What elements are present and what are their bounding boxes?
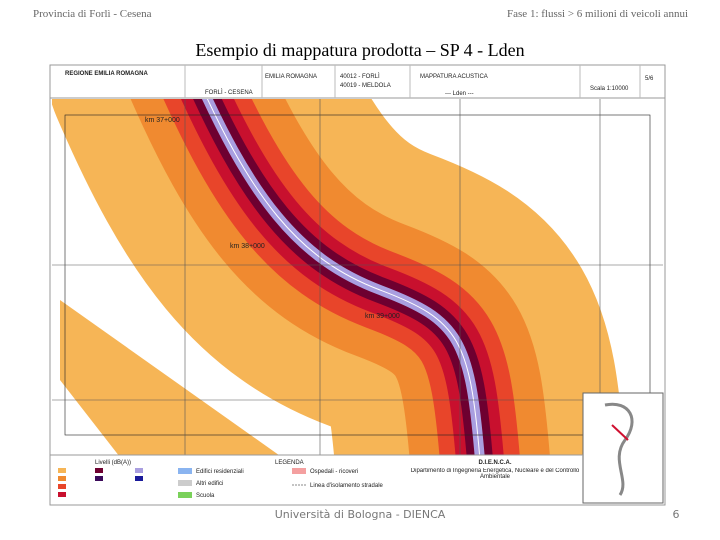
noise-bands — [52, 99, 625, 455]
region: REGIONE EMILIA ROMAGNA — [65, 71, 148, 77]
title-block: REGIONE EMILIA ROMAGNA EMILIA ROMAGNA FO… — [50, 65, 665, 99]
header-left: Provincia di Forlì - Cesena — [33, 8, 152, 20]
legend-item: Ospedali - ricoveri — [310, 469, 358, 475]
province: EMILIA ROMAGNA — [265, 74, 317, 80]
km-label: km 38+000 — [230, 243, 265, 250]
scale: Scala 1:10000 — [590, 86, 629, 92]
province-name: FORLÌ - CESENA — [205, 89, 253, 96]
map-grid — [52, 99, 663, 455]
legend-title: LEGENDA — [275, 460, 304, 466]
header-right: Fase 1: flussi > 6 milioni di veicoli an… — [507, 8, 688, 20]
legend-item: Altri edifici — [196, 481, 223, 487]
org-long-box: Dipartimento di Ingegneria Energetica, N… — [410, 468, 580, 480]
org-short: D.I.E.N.C.A. — [478, 460, 511, 466]
municipality: 40012 - FORLÌ — [340, 73, 380, 80]
legend-item: Linea d'isolamento stradale — [310, 483, 384, 489]
map: REGIONE EMILIA ROMAGNA EMILIA ROMAGNA FO… — [49, 64, 666, 506]
slide-title: Esempio di mappatura prodotta – SP 4 - L… — [195, 40, 524, 60]
sheet: 5/6 — [645, 76, 654, 82]
map-title: MAPPATURA ACUSTICA — [420, 74, 488, 80]
org-long: Dipartimento di Ingegneria Energetica, N… — [410, 468, 580, 480]
footer: Università di Bologna - DIENCA — [275, 508, 446, 521]
legend: Livelli (dB(A)) LEGENDA Edifici residenz… — [50, 454, 583, 499]
km-label: km 37+000 — [145, 117, 180, 124]
km-label: km 39+000 — [365, 313, 400, 320]
legend-item: Scuola — [196, 493, 215, 499]
page-number: 6 — [673, 508, 680, 521]
inset-map — [582, 392, 664, 504]
legend-item: Edifici residenziali — [196, 469, 244, 475]
indicator: --- Lden --- — [445, 91, 474, 97]
levels-title: Livelli (dB(A)) — [95, 460, 131, 466]
municipality: 40019 - MELDOLA — [340, 83, 391, 89]
